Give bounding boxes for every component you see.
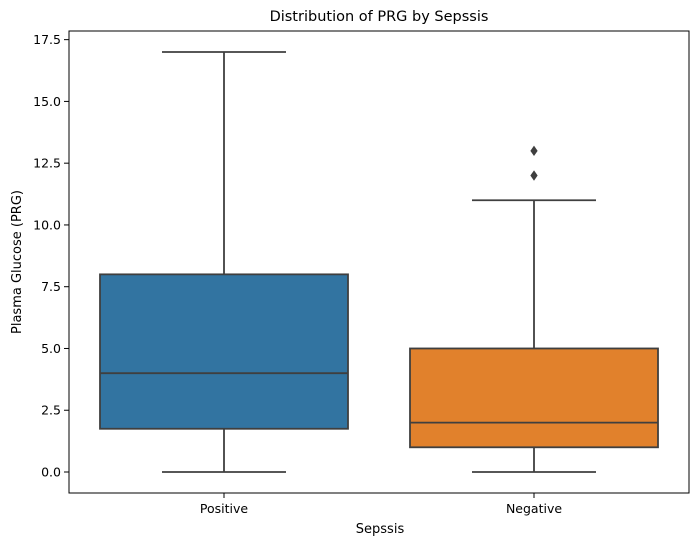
x-axis-label: Sepssis [356, 522, 405, 537]
y-tick-label-2: 5.0 [41, 341, 61, 356]
x-tick-label-positive: Positive [200, 501, 248, 516]
y-axis-label: Plasma Glucose (PRG) [10, 190, 25, 334]
outlier-negative-1 [530, 145, 538, 157]
y-tick-label-0: 0.0 [41, 465, 61, 480]
y-tick-label-4: 10.0 [33, 217, 61, 232]
y-tick-label-7: 17.5 [33, 32, 61, 47]
y-tick-label-6: 15.0 [33, 94, 61, 109]
x-tick-label-negative: Negative [506, 501, 562, 516]
y-tick-label-5: 12.5 [33, 156, 61, 171]
outlier-negative-0 [530, 170, 538, 181]
plot-frame [68, 30, 690, 494]
y-tick-label-1: 2.5 [41, 403, 61, 418]
box-positive [99, 273, 349, 430]
box-negative [409, 347, 659, 449]
plot-area: Positive Negative 0.0 2.5 5.0 7.5 10.0 12.5 15.0… [33, 30, 690, 516]
y-tick-label-3: 7.5 [41, 279, 61, 294]
chart-title: Distribution of PRG by Sepssis [270, 9, 489, 25]
